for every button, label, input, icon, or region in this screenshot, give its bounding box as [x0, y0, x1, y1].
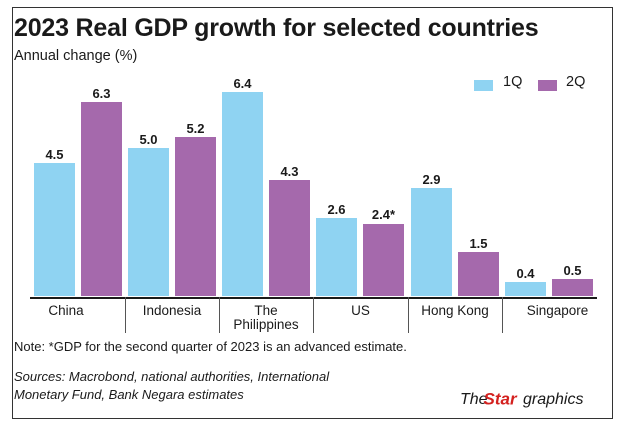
svg-text:Star: Star [484, 390, 518, 409]
svg-text:graphics: graphics [523, 391, 583, 408]
